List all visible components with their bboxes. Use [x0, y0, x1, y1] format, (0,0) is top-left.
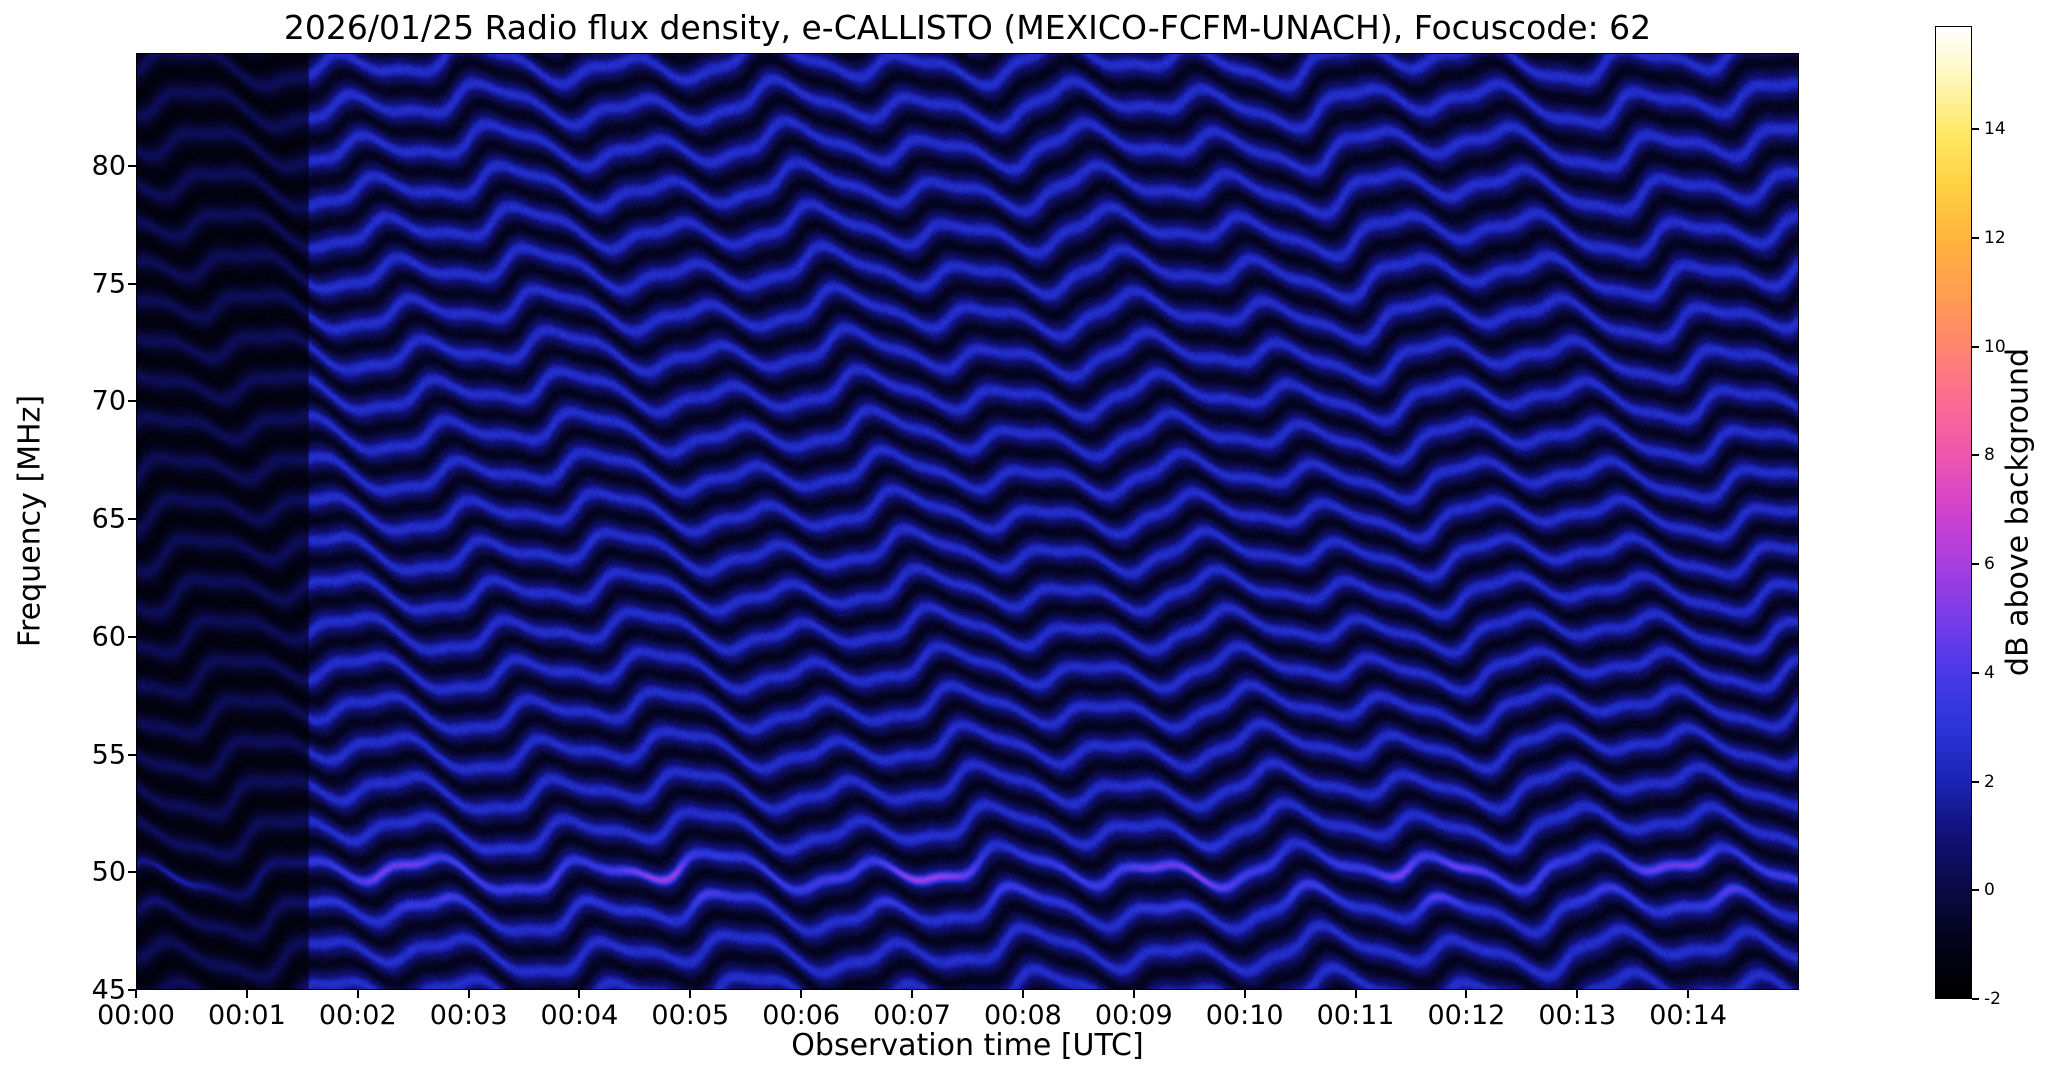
x-tick-label: 00:02: [318, 1000, 397, 1031]
y-tick-label: 65: [91, 503, 126, 535]
x-tick-mark: [1354, 990, 1357, 998]
colorbar-tick-label: 14: [1984, 119, 2006, 140]
x-tick-label: 00:14: [1649, 1000, 1728, 1031]
colorbar-tick-mark: [1972, 998, 1979, 1000]
x-tick-mark: [800, 990, 803, 998]
y-axis-label: Frequency [MHz]: [12, 394, 48, 648]
x-tick-mark: [1687, 990, 1690, 998]
y-tick-mark: [128, 518, 136, 521]
y-tick-label: 55: [91, 739, 126, 771]
colorbar-tick-mark: [1972, 128, 1979, 131]
y-tick-mark: [128, 753, 136, 756]
x-tick-mark: [1132, 990, 1135, 998]
x-tick-mark: [467, 990, 470, 998]
x-tick-mark: [1465, 990, 1468, 998]
y-tick-label: 45: [91, 974, 126, 1006]
y-tick-label: 50: [91, 856, 126, 888]
colorbar-tick-label: 8: [1984, 445, 1995, 466]
x-tick-label: 00:11: [1316, 1000, 1395, 1031]
colorbar-label: dB above background: [2000, 347, 2036, 677]
colorbar-tick-label: 6: [1984, 554, 1995, 575]
x-axis-label: Observation time [UTC]: [791, 1028, 1144, 1063]
plot-area: [136, 53, 1799, 990]
y-tick-label: 80: [91, 150, 126, 182]
x-tick-label: 00:13: [1538, 1000, 1617, 1031]
x-tick-mark: [911, 990, 914, 998]
colorbar-tick-label: 0: [1984, 880, 1995, 901]
colorbar-tick-label: 4: [1984, 662, 1995, 683]
x-tick-mark: [689, 990, 692, 998]
colorbar-tick-mark: [1972, 563, 1979, 566]
y-tick-mark: [128, 635, 136, 638]
colorbar: [1935, 26, 1972, 999]
x-tick-label: 00:08: [984, 1000, 1062, 1031]
y-tick-mark: [128, 989, 136, 991]
x-tick-mark: [135, 990, 137, 998]
x-tick-label: 00:00: [97, 1000, 175, 1031]
colorbar-tick-mark: [1972, 236, 1979, 239]
colorbar-tick-mark: [1972, 889, 1979, 892]
x-tick-label: 00:12: [1427, 1000, 1506, 1031]
x-tick-label: 00:06: [762, 1000, 841, 1031]
colorbar-gradient: [1936, 27, 1971, 998]
colorbar-tick-label: 10: [1984, 336, 2006, 357]
y-tick-label: 75: [91, 268, 126, 300]
y-tick-label: 70: [91, 385, 126, 417]
x-tick-label: 00:09: [1094, 1000, 1173, 1031]
colorbar-tick-mark: [1972, 671, 1979, 674]
colorbar-tick-mark: [1972, 454, 1979, 457]
y-tick-mark: [128, 400, 136, 403]
x-tick-mark: [245, 990, 248, 998]
x-tick-mark: [1021, 990, 1024, 998]
colorbar-tick-mark: [1972, 780, 1979, 783]
spectrogram-image: [137, 54, 1798, 989]
colorbar-tick-label: 12: [1984, 227, 2006, 248]
chart-title: 2026/01/25 Radio flux density, e-CALLIST…: [283, 8, 1652, 47]
x-tick-label: 00:01: [207, 1000, 286, 1031]
colorbar-tick-label: 2: [1984, 771, 1995, 792]
colorbar-tick-label: -2: [1984, 989, 2001, 1009]
y-tick-mark: [128, 871, 136, 874]
x-tick-label: 00:03: [429, 1000, 508, 1031]
x-tick-label: 00:07: [873, 1000, 951, 1031]
x-tick-label: 00:04: [540, 1000, 619, 1031]
x-tick-mark: [1576, 990, 1579, 998]
y-tick-label: 60: [91, 621, 126, 653]
colorbar-tick-mark: [1972, 345, 1979, 348]
y-tick-mark: [128, 165, 136, 167]
x-tick-mark: [578, 990, 581, 998]
y-tick-mark: [128, 282, 136, 285]
x-tick-label: 00:05: [651, 1000, 730, 1031]
x-tick-label: 00:10: [1205, 1000, 1284, 1031]
x-tick-mark: [356, 990, 359, 998]
x-tick-mark: [1243, 990, 1246, 998]
